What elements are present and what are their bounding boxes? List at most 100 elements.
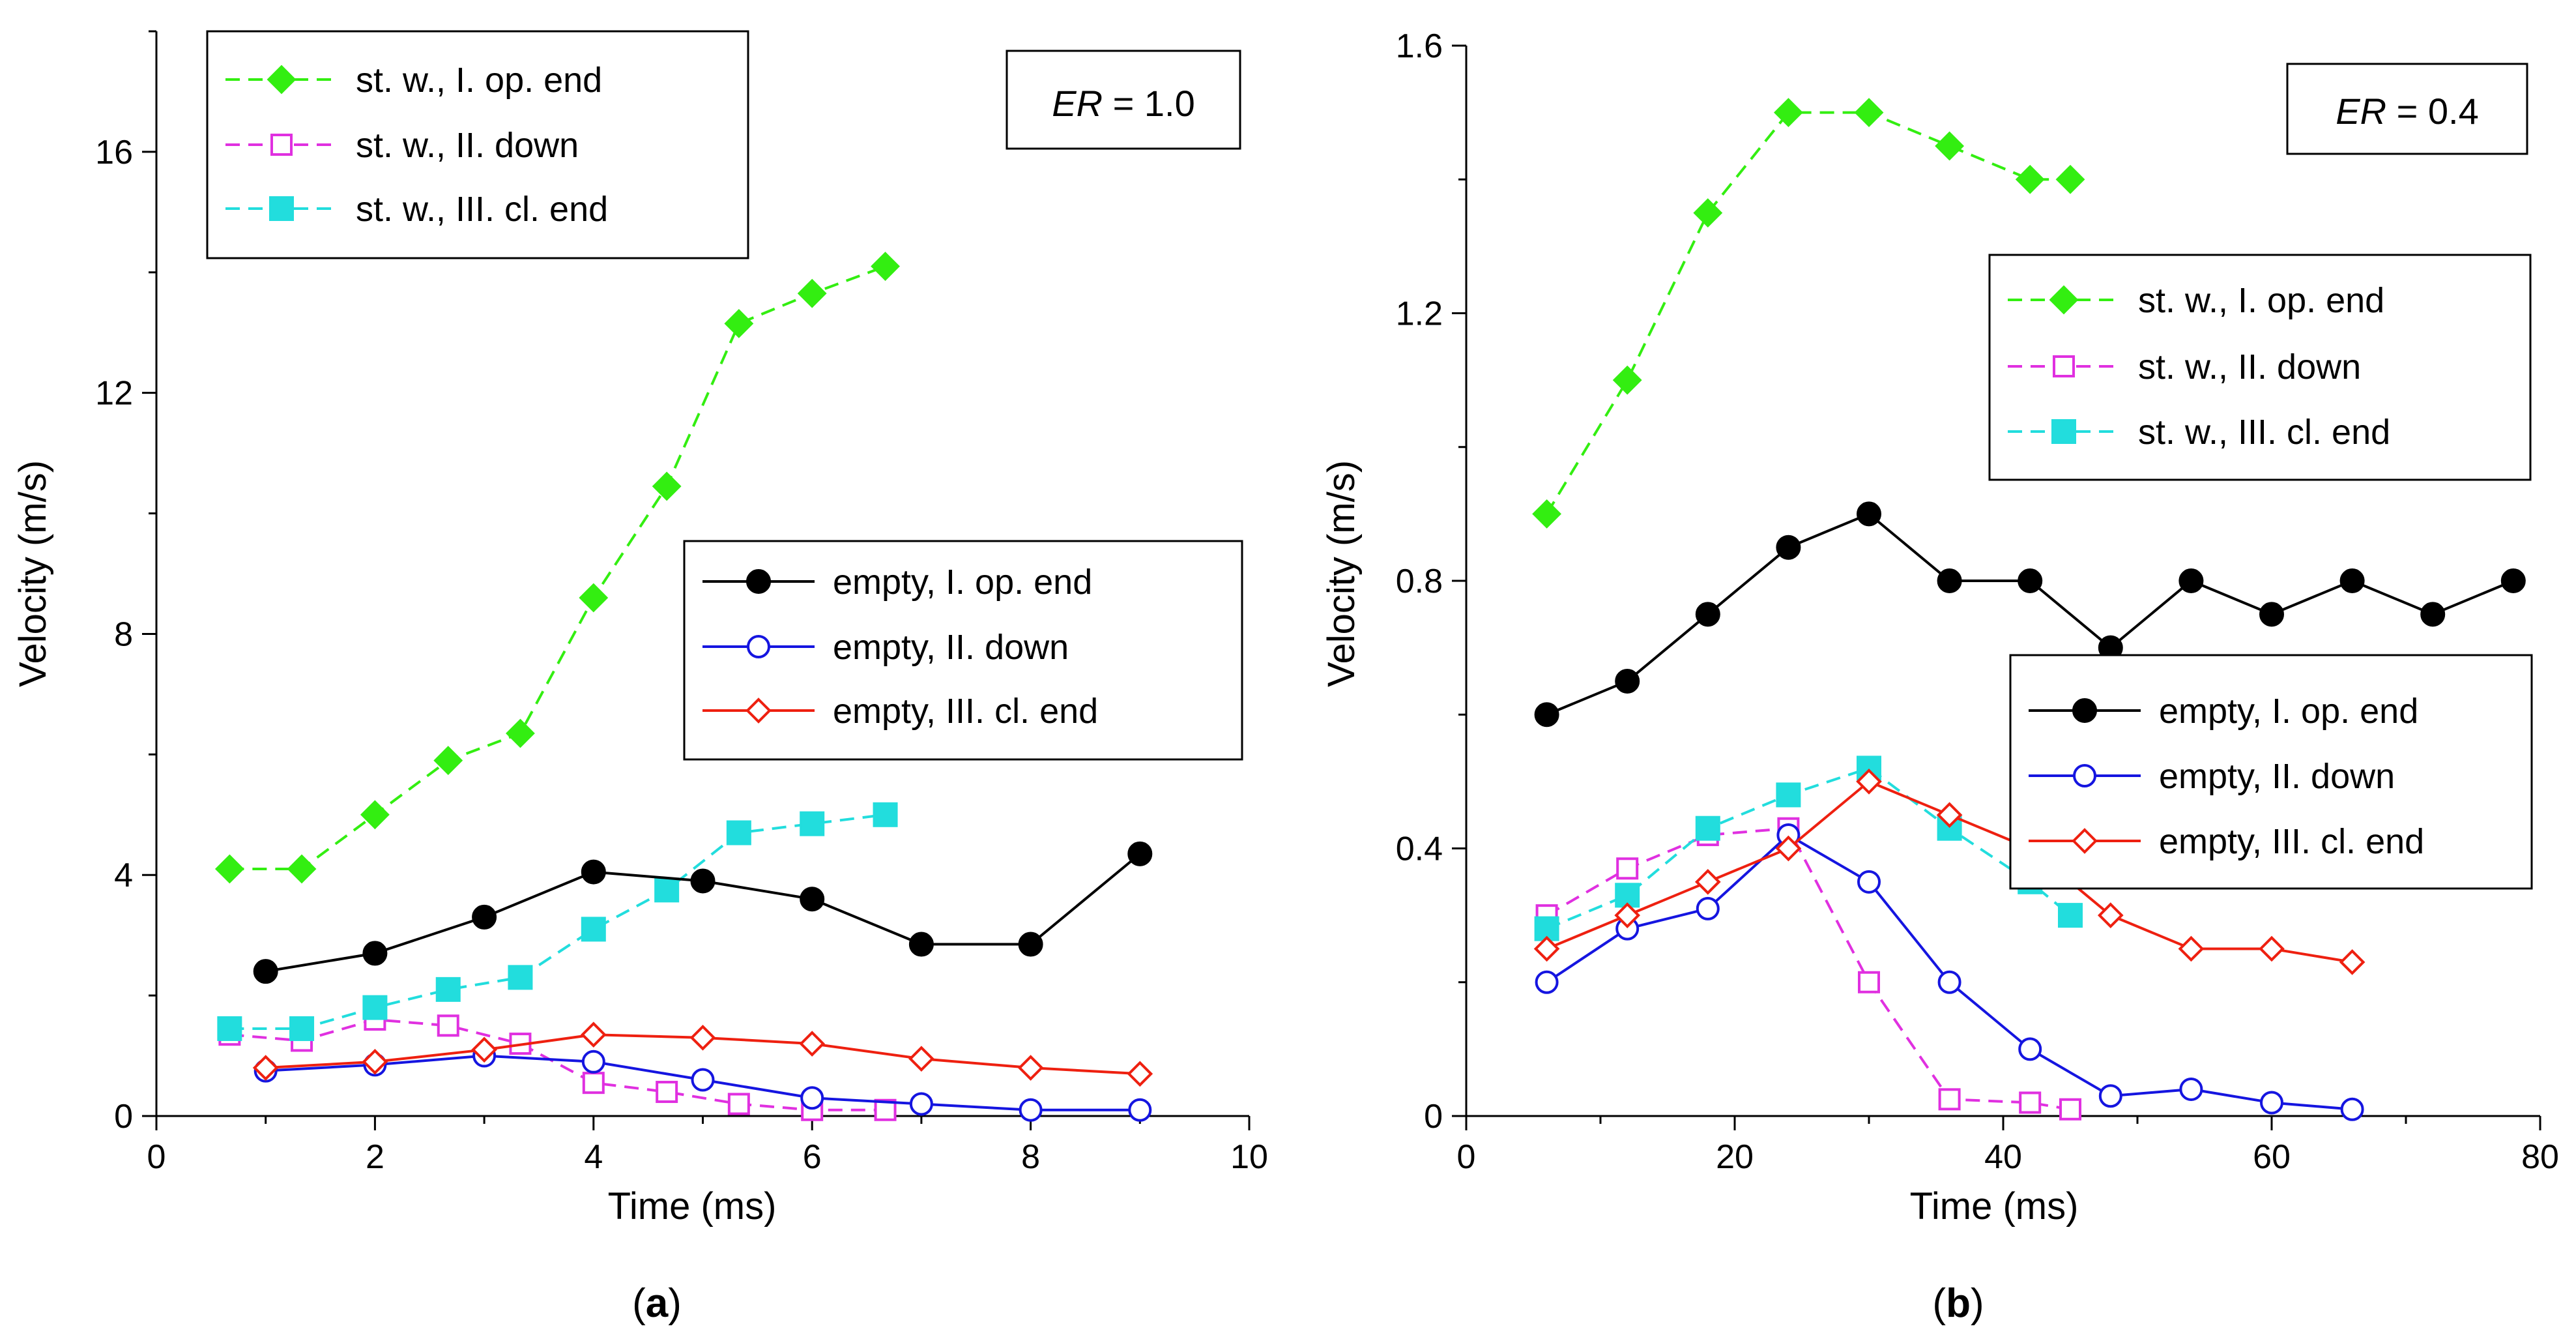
data-point — [727, 1093, 750, 1115]
series-0 — [1532, 98, 2085, 529]
annotation-prefix: ER — [2336, 91, 2386, 132]
y-axis-label: Velocity (m/s) — [1320, 460, 1363, 687]
x-tick-label: 60 — [2253, 1138, 2291, 1176]
x-tick-label: 2 — [366, 1138, 384, 1176]
data-point — [362, 941, 388, 966]
data-point — [214, 854, 244, 884]
data-point — [506, 718, 535, 748]
data-point — [2340, 1097, 2364, 1121]
data-point — [1935, 131, 1965, 161]
data-point — [1936, 802, 1963, 829]
data-point — [1532, 499, 1562, 529]
data-point — [1534, 702, 1559, 727]
data-point — [1937, 970, 1961, 994]
data-point — [1612, 365, 1642, 395]
data-point — [1615, 668, 1640, 694]
legend-label: empty, I. op. end — [833, 563, 1092, 602]
y-tick-label: 4 — [114, 857, 133, 894]
y-tick-label: 12 — [95, 375, 133, 413]
data-point — [437, 1014, 459, 1037]
x-axis-label: Time (ms) — [608, 1185, 777, 1227]
data-point — [1857, 870, 1881, 894]
panel-letter: b — [1946, 1281, 1971, 1326]
annotation-text: ER = 1.0 — [1052, 83, 1194, 124]
data-point — [253, 959, 278, 984]
legend-marker — [2053, 355, 2075, 377]
legend-steel-wool: st. w., I. op. end st. w., II. down st. w.… — [1988, 254, 2532, 481]
data-point — [1533, 935, 1560, 962]
data-point — [2259, 602, 2284, 627]
data-point — [289, 1016, 315, 1041]
data-point — [2420, 602, 2446, 627]
data-point — [433, 746, 463, 775]
panel-label: (b) — [1932, 1281, 1984, 1326]
legend-label: st. w., I. op. end — [2138, 281, 2384, 320]
data-point — [873, 802, 898, 827]
x-tick-label: 4 — [584, 1138, 603, 1176]
x-tick-label: 20 — [1716, 1138, 1754, 1176]
data-point — [472, 904, 497, 930]
data-point — [2018, 568, 2043, 593]
legend-label: empty, II. down — [2159, 757, 2395, 796]
data-point — [1937, 568, 1962, 593]
data-point — [799, 1031, 826, 1057]
data-point — [471, 1036, 497, 1063]
data-point — [1776, 782, 1801, 808]
data-point — [1017, 1055, 1044, 1081]
series-3 — [1534, 501, 2526, 727]
legend-marker — [2072, 828, 2098, 854]
data-point — [2097, 902, 2124, 928]
data-point — [656, 1081, 678, 1104]
legend-box — [683, 540, 1243, 761]
annotation-box — [1006, 50, 1241, 150]
data-point — [2098, 1084, 2122, 1108]
series-2 — [217, 802, 898, 1041]
data-point — [909, 1092, 933, 1116]
series-line — [1545, 111, 2070, 515]
series-5 — [252, 1021, 1153, 1087]
x-tick-label: 0 — [1457, 1138, 1476, 1176]
data-point — [1127, 1061, 1153, 1087]
data-point — [2500, 568, 2526, 593]
data-point — [2055, 164, 2085, 194]
y-axis-label: Velocity (m/s) — [12, 460, 54, 687]
data-point — [2015, 164, 2045, 194]
data-point — [1535, 970, 1559, 994]
data-point — [2019, 1091, 2042, 1114]
y-tick-label: 16 — [95, 134, 133, 171]
data-point — [1938, 1088, 1961, 1111]
panel-a: 0 2 4 6 8 10 0 4 8 12 16 Time (ms) Velocity (m/s) (a)… — [12, 30, 1268, 1326]
data-point — [2178, 568, 2204, 593]
data-point — [1937, 815, 1962, 841]
data-point — [724, 308, 754, 338]
data-point — [800, 887, 825, 912]
series-line — [1546, 827, 2071, 1111]
data-point — [1127, 841, 1153, 866]
legend-marker — [267, 65, 297, 95]
data-point — [908, 932, 934, 957]
legend-empty: empty, I. op. end empty, II. down empty, I… — [2009, 654, 2533, 890]
y-tick-label: 1.2 — [1396, 295, 1443, 333]
data-point — [2178, 935, 2205, 962]
annotation-text: ER = 0.4 — [2336, 91, 2478, 132]
legend-label: empty, III. cl. end — [833, 692, 1098, 731]
legend-marker — [2049, 285, 2079, 315]
data-point — [1696, 896, 1720, 920]
legend-marker — [747, 635, 770, 658]
series-3 — [253, 841, 1153, 984]
data-point — [2260, 1091, 2283, 1115]
legend-label: empty, III. cl. end — [2159, 822, 2424, 861]
legend-marker — [2073, 764, 2096, 787]
series-line — [229, 813, 886, 1030]
data-point — [1695, 602, 1720, 627]
legend-label: st. w., II. down — [2138, 347, 2361, 387]
series-line — [229, 265, 886, 870]
annotation-box — [2286, 63, 2528, 155]
data-point — [691, 1068, 715, 1092]
data-point — [871, 252, 900, 281]
data-point — [1776, 535, 1801, 560]
legend-marker — [746, 569, 771, 594]
legend-box — [2009, 654, 2533, 890]
data-point — [217, 1016, 242, 1041]
